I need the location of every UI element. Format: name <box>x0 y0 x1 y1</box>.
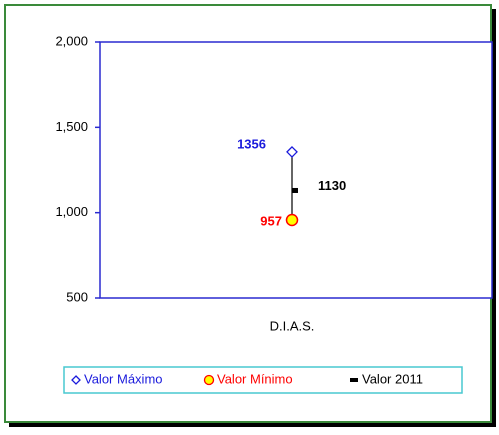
data-label: 957 <box>260 213 282 228</box>
legend-symbol <box>203 374 215 386</box>
legend-label: Valor Máximo <box>84 371 163 386</box>
y-tick-label: 1,500 <box>55 119 88 134</box>
legend <box>63 366 463 394</box>
data-label: 1130 <box>318 178 346 193</box>
legend-label: Valor 2011 <box>362 371 423 386</box>
y-tick-label: 500 <box>66 289 88 304</box>
x-tick-label: D.I.A.S. <box>270 318 315 333</box>
min-marker <box>285 213 299 227</box>
y-tick-label: 2,000 <box>55 33 88 48</box>
max-marker <box>286 145 298 158</box>
close-marker <box>292 187 298 193</box>
y-tick-label: 1,000 <box>55 204 88 219</box>
legend-label: Valor Mínimo <box>217 371 293 386</box>
legend-symbol <box>71 375 81 385</box>
data-label: 1356 <box>237 136 266 151</box>
plot-area <box>99 41 493 299</box>
legend-symbol <box>350 378 358 382</box>
